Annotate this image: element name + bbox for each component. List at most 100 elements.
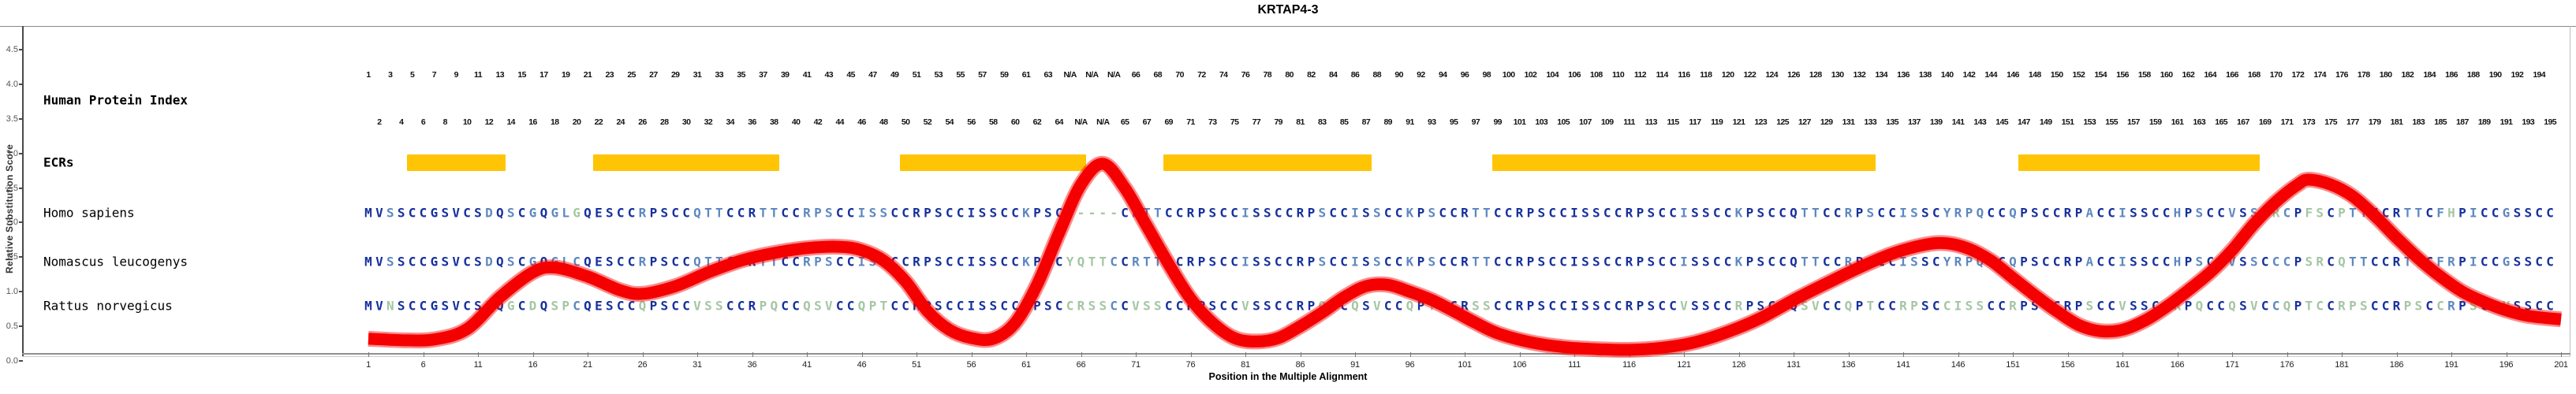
sequence-residue: I xyxy=(967,298,976,314)
sequence-residue: C xyxy=(2162,254,2171,269)
sequence-residue: T xyxy=(879,298,888,314)
index-number: 150 xyxy=(2050,70,2063,80)
species-label: Rattus norvegicus xyxy=(43,298,173,314)
sequence-residue: S xyxy=(868,254,877,269)
sequence-residue: V xyxy=(1811,298,1820,314)
sequence-residue: C xyxy=(2546,298,2554,314)
sequence-residue: Q xyxy=(495,254,504,269)
x-tick-mark xyxy=(2451,352,2452,357)
sequence-residue: S xyxy=(1647,254,1656,269)
sequence-residue: S xyxy=(2239,254,2247,269)
sequence-residue: C xyxy=(2381,254,2390,269)
sequence-residue: C xyxy=(1164,205,1173,221)
sequence-residue: P xyxy=(2074,205,2083,221)
sequence-residue: S xyxy=(2130,298,2137,314)
sequence-residue: S xyxy=(1153,298,1162,314)
sequence-residue: P xyxy=(2184,254,2193,269)
sequence-residue: T xyxy=(770,205,778,221)
sequence-residue: S xyxy=(2130,254,2137,269)
sequence-residue: C xyxy=(1614,254,1622,269)
sequence-residue: S xyxy=(1362,254,1370,269)
sequence-residue: K xyxy=(1734,205,1743,221)
sequence-residue: C xyxy=(1932,298,1940,314)
index-number: 137 xyxy=(1908,117,1921,127)
sequence-residue: C xyxy=(1614,205,1622,221)
sequence-residue: P xyxy=(1855,298,1864,314)
index-number: 19 xyxy=(561,70,570,80)
sequence-residue: S xyxy=(1263,254,1271,269)
index-number: 66 xyxy=(1131,70,1141,80)
sequence-residue: S xyxy=(441,298,450,314)
sequence-residue: S xyxy=(1910,254,1918,269)
sequence-residue: P xyxy=(1307,205,1316,221)
index-number: 78 xyxy=(1263,70,1272,80)
index-number: 190 xyxy=(2488,70,2502,80)
sequence-residue: C xyxy=(1011,205,1019,221)
index-number: 90 xyxy=(1394,70,1403,80)
sequence-residue: I xyxy=(967,205,976,221)
sequence-residue: Q xyxy=(539,254,548,269)
x-tick-mark xyxy=(642,352,644,357)
index-number: 61 xyxy=(1021,70,1031,80)
sequence-residue: C xyxy=(890,298,899,314)
sequence-residue: C xyxy=(1274,205,1282,221)
index-number: 42 xyxy=(813,117,823,127)
index-number: 31 xyxy=(693,70,702,80)
sequence-residue: C xyxy=(1285,298,1294,314)
sequence-residue: T xyxy=(1482,254,1491,269)
index-number: 146 xyxy=(2007,70,2019,80)
x-tick-label: 66 xyxy=(1076,360,1086,370)
sequence-residue: K xyxy=(1734,254,1743,269)
sequence-residue: C xyxy=(846,205,855,221)
sequence-residue: P xyxy=(1033,298,1041,314)
sequence-residue: C xyxy=(1559,254,1567,269)
sequence-residue: V xyxy=(2228,205,2236,221)
sequence-residue: R xyxy=(1625,205,1633,221)
sequence-residue: R xyxy=(1515,205,1524,221)
sequence-residue: P xyxy=(2458,254,2466,269)
sequence-residue: R xyxy=(1625,254,1633,269)
sequence-residue: C xyxy=(1658,298,1667,314)
index-number: 67 xyxy=(1142,117,1152,127)
sequence-residue: C xyxy=(1340,254,1348,269)
y-axis-line xyxy=(22,26,24,356)
x-tick-mark xyxy=(2013,352,2014,357)
sequence-residue: C xyxy=(463,205,471,221)
sequence-residue: R xyxy=(2392,298,2401,314)
index-number: 49 xyxy=(890,70,899,80)
sequence-residue: C xyxy=(2316,298,2324,314)
index-number: 195 xyxy=(2544,117,2556,127)
index-number: 89 xyxy=(1383,117,1392,127)
sequence-residue: C xyxy=(1548,205,1557,221)
index-number: 87 xyxy=(1361,117,1371,127)
sequence-residue: P xyxy=(2294,298,2302,314)
sequence-residue: S xyxy=(978,254,987,269)
sequence-residue: S xyxy=(1757,205,1765,221)
x-tick-label: 141 xyxy=(1896,360,1910,370)
sequence-residue: C xyxy=(1658,205,1667,221)
sequence-residue: S xyxy=(2030,254,2039,269)
x-tick-mark xyxy=(1848,352,1850,357)
index-number: 170 xyxy=(2269,70,2283,80)
sequence-residue: C xyxy=(1888,254,1896,269)
sequence-residue: C xyxy=(2370,254,2379,269)
sequence-residue: T xyxy=(1143,254,1151,269)
sequence-residue: C xyxy=(1504,254,1513,269)
sequence-residue: P xyxy=(2338,205,2346,221)
sequence-residue: G xyxy=(430,205,439,221)
sequence-residue: C xyxy=(1285,205,1294,221)
sequence-residue: P xyxy=(924,205,931,221)
sequence-residue: C xyxy=(846,298,855,314)
sequence-residue: Q xyxy=(770,298,778,314)
sequence-residue: S xyxy=(397,254,405,269)
index-number: 140 xyxy=(1940,70,1954,80)
sequence-residue: G xyxy=(573,205,581,221)
sequence-residue: R xyxy=(2447,254,2455,269)
index-number: 149 xyxy=(2039,117,2052,127)
index-number: 25 xyxy=(627,70,636,80)
sequence-residue: V xyxy=(1372,298,1381,314)
x-tick-label: 41 xyxy=(802,360,812,370)
sequence-residue: D xyxy=(485,254,493,269)
sequence-residue: T xyxy=(2349,254,2357,269)
y-tick-label: 4.5 xyxy=(6,44,18,54)
